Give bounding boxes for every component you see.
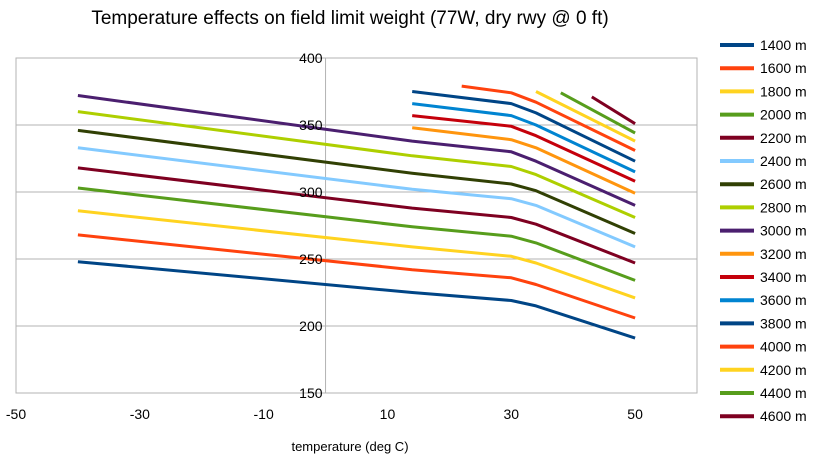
y-tick-label: 250 [299, 251, 323, 267]
legend-label: 2400 m [760, 153, 807, 169]
x-tick-label: 30 [503, 406, 519, 422]
y-tick-label: 200 [299, 318, 323, 334]
legend-label: 3800 m [760, 315, 807, 331]
legend: 1400 m 1600 m 1800 m 2000 m 2200 m 2400 m 2600… [720, 37, 807, 424]
series-line-4200m [535, 90, 636, 143]
x-tick-label: 50 [627, 406, 643, 422]
series-line-1600m [77, 233, 636, 320]
legend-label: 1600 m [760, 60, 807, 76]
legend-label: 2200 m [760, 130, 807, 146]
y-tick-label: 400 [299, 50, 323, 66]
series-line-2200m [77, 166, 636, 265]
series-line-1400m [77, 260, 636, 340]
legend-label: 4600 m [760, 408, 807, 424]
legend-label: 2600 m [760, 176, 807, 192]
x-tick-label: 10 [380, 406, 396, 422]
series-line-3200m [412, 126, 636, 195]
series-line-2000m [77, 186, 636, 282]
y-tick-label: 150 [299, 385, 323, 401]
chart-title: Temperature effects on field limit weigh… [91, 8, 609, 29]
legend-label: 4400 m [760, 385, 807, 401]
x-axis-label: temperature (deg C) [291, 439, 408, 454]
y-tick-label: 300 [299, 184, 323, 200]
series-line-3800m [412, 90, 636, 163]
series-line-2800m [77, 110, 636, 219]
legend-label: 1400 m [760, 37, 807, 53]
plot-border [15, 57, 698, 394]
tick-labels: 150 200 250 300 350 400 -50 -30 -10 10 30 50 [6, 50, 643, 422]
y-tick-label: 350 [299, 117, 323, 133]
x-tick-label: -50 [6, 406, 26, 422]
series-line-1800m [77, 209, 636, 300]
x-tick-label: -10 [254, 406, 274, 422]
series-line-4600m [591, 95, 636, 125]
legend-label: 2800 m [760, 199, 807, 215]
series-line-3400m [412, 114, 636, 183]
legend-label: 3600 m [760, 292, 807, 308]
legend-label: 2000 m [760, 107, 807, 123]
series-line-2400m [77, 146, 636, 249]
legend-label: 4000 m [760, 339, 807, 355]
series-line-3000m [77, 94, 636, 207]
legend-label: 3400 m [760, 269, 807, 285]
series-line-4400m [560, 91, 636, 135]
legend-label: 3200 m [760, 246, 807, 262]
series-line-3600m [412, 102, 636, 174]
legend-label: 3000 m [760, 223, 807, 239]
series-line-4000m [461, 84, 636, 152]
legend-label: 4200 m [760, 362, 807, 378]
series-layer [77, 84, 636, 340]
series-line-2600m [77, 128, 636, 235]
grid-lines [15, 57, 698, 394]
x-tick-label: -30 [130, 406, 150, 422]
legend-label: 1800 m [760, 83, 807, 99]
